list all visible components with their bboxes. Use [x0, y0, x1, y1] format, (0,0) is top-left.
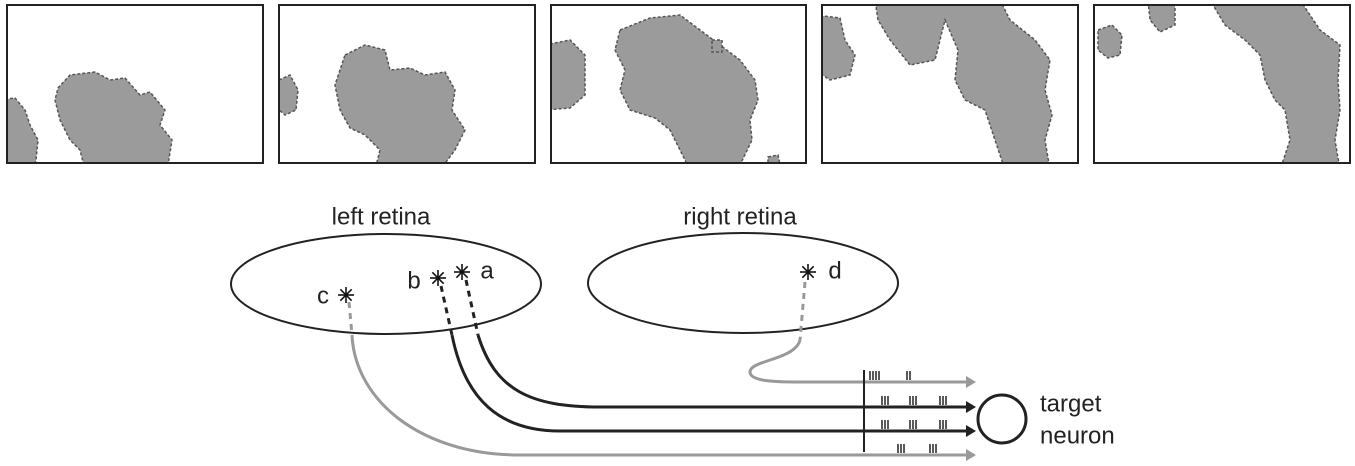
scene-panel-2 — [279, 45, 465, 170]
page: left retina right retina target neuron c… — [0, 0, 1355, 466]
scene-panel-3 — [545, 15, 780, 170]
target-label: target — [1040, 390, 1102, 417]
cell-star — [338, 287, 354, 303]
cell-label: d — [828, 257, 841, 284]
cell-star — [454, 264, 470, 280]
scene-panel-1 — [0, 72, 172, 170]
retina-label: left retina — [332, 203, 431, 230]
right-retina — [588, 233, 898, 333]
target-neuron — [978, 395, 1026, 443]
cell-star — [430, 270, 446, 286]
cell-label: a — [480, 257, 494, 284]
target-label: neuron — [1040, 422, 1115, 449]
synapses — [966, 376, 976, 461]
retina-label: right retina — [683, 203, 797, 230]
scene-panel-5 — [1098, 0, 1340, 170]
scene-panel-4 — [815, 0, 1052, 170]
cell-star — [800, 264, 816, 280]
axons — [349, 280, 968, 455]
diagram: left retina right retina target neuron c… — [0, 0, 1355, 466]
cell-label: b — [407, 267, 420, 294]
left-retina — [231, 234, 541, 334]
cell-label: c — [317, 282, 329, 309]
